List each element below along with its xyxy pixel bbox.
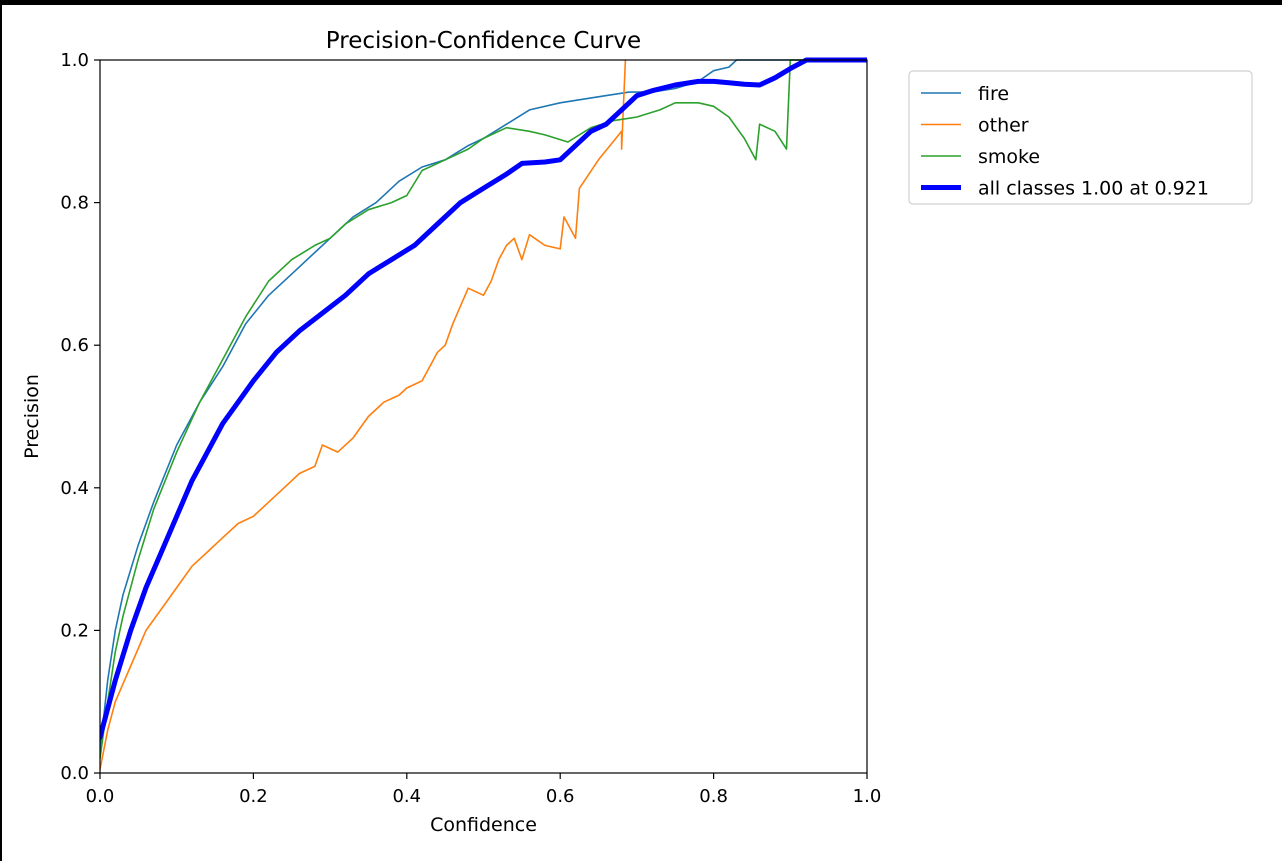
series-line-smoke bbox=[100, 59, 867, 760]
y-tick-label: 0.4 bbox=[60, 478, 89, 499]
legend: fire other smoke all classes 1.00 at 0.921 bbox=[908, 70, 1253, 205]
y-tick-label: 1.0 bbox=[60, 50, 89, 71]
legend-label: smoke bbox=[978, 146, 1040, 168]
y-tick-label: 0.6 bbox=[60, 335, 89, 356]
axis-ticks: 0.0 0.2 0.4 0.6 0.8 1.0 0.0 0.2 0.4 0.6 0.8 1.0 bbox=[60, 50, 881, 807]
series-line-all-classes bbox=[100, 57, 867, 740]
x-tick-label: 1.0 bbox=[853, 786, 882, 807]
legend-box bbox=[908, 70, 1253, 205]
x-tick-label: 0.4 bbox=[392, 786, 421, 807]
x-tick-label: 0.6 bbox=[546, 786, 575, 807]
x-tick-label: 0.0 bbox=[86, 786, 115, 807]
x-tick-label: 0.8 bbox=[699, 786, 728, 807]
plot-frame bbox=[99, 59, 868, 774]
series-line-other bbox=[100, 59, 627, 771]
y-tick-label: 0.8 bbox=[60, 193, 89, 214]
chart-figure: Precision-Confidence Curve 0.0 0.2 0.4 0.6 0… bbox=[2, 5, 1282, 861]
legend-label: other bbox=[978, 115, 1029, 137]
plot-area bbox=[99, 57, 868, 774]
legend-label: fire bbox=[978, 83, 1009, 105]
chart-title: Precision-Confidence Curve bbox=[326, 28, 641, 54]
precision-confidence-chart: Precision-Confidence Curve 0.0 0.2 0.4 0.6 0… bbox=[21, 28, 1253, 836]
x-axis-label: Confidence bbox=[430, 814, 537, 836]
y-axis-label: Precision bbox=[21, 374, 43, 459]
y-tick-label: 0.2 bbox=[60, 620, 89, 641]
x-tick-label: 0.2 bbox=[239, 786, 268, 807]
y-tick-label: 0.0 bbox=[60, 763, 89, 784]
series-line-fire bbox=[100, 59, 867, 753]
legend-label: all classes 1.00 at 0.921 bbox=[978, 178, 1209, 200]
